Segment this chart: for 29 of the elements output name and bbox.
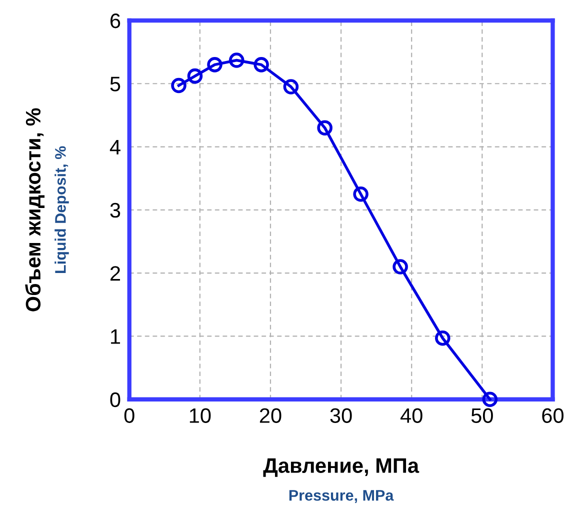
y-tick-label: 6 bbox=[110, 13, 120, 28]
point bbox=[482, 392, 498, 407]
y-tick-label: 0 bbox=[110, 392, 120, 408]
point bbox=[435, 330, 450, 346]
x-axis-title: Давление, МПа bbox=[263, 458, 420, 477]
text: Pressure, MPa bbox=[289, 490, 394, 503]
point bbox=[392, 259, 408, 274]
point bbox=[207, 57, 222, 72]
y-tick-label: 5 bbox=[110, 76, 120, 92]
point bbox=[283, 79, 299, 94]
y-tick-label: 4 bbox=[110, 140, 120, 154]
x-tick-label: 50 bbox=[471, 408, 493, 423]
point bbox=[317, 120, 332, 136]
point bbox=[254, 57, 269, 72]
x-tick-label: 0 bbox=[124, 408, 134, 423]
y-tick-label: 1 bbox=[111, 329, 120, 344]
text: Liquid Deposit, % bbox=[54, 146, 69, 273]
x-tick-label: 60 bbox=[542, 408, 564, 423]
y-tick-label: 2 bbox=[110, 266, 120, 281]
x-tick-label: 40 bbox=[400, 408, 422, 423]
y-tick-label: 3 bbox=[110, 202, 120, 218]
point bbox=[353, 186, 368, 202]
x-tick-label: 30 bbox=[330, 408, 352, 423]
point bbox=[228, 52, 244, 68]
x-tick-label: 20 bbox=[260, 408, 282, 423]
point bbox=[171, 78, 186, 94]
point bbox=[187, 68, 203, 84]
y-axis-title: Объем жидкости, % bbox=[25, 108, 45, 312]
x-tick-label: 10 bbox=[190, 408, 211, 423]
